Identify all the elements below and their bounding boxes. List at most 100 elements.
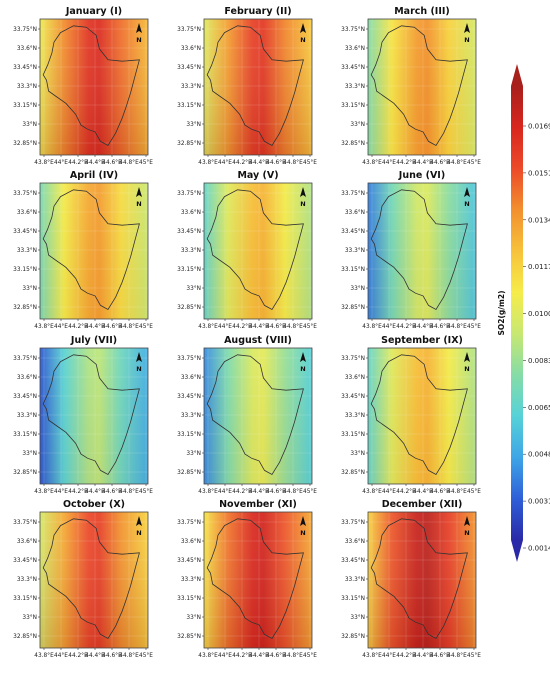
concentration-shading — [204, 348, 312, 484]
lat-tick-label: 33.15°N — [341, 432, 365, 438]
north-label: N — [136, 36, 141, 44]
lon-tick-label: 44.6°E — [430, 489, 450, 495]
map-panel: August (VIII) N 33.75°N 33.6°N 33.45°N 33.3°N… — [177, 335, 317, 495]
map-panel: July (VII) N 33.75°N 33.6°N 33.45°N 33.3°N 33.… — [13, 335, 153, 495]
lat-tick-label: 33.15°N — [177, 103, 201, 109]
concentration-shading — [40, 512, 148, 648]
colorbar-tick-label: 0.00142 — [528, 545, 550, 553]
lat-tick-label: 33.15°N — [13, 103, 37, 109]
colorbar-tick-label: 0.01518 — [528, 169, 550, 177]
lat-tick-label: 33.45°N — [177, 558, 201, 564]
lat-tick-label: 33°N — [350, 451, 365, 457]
lat-tick-label: 33°N — [186, 615, 201, 621]
lon-tick-label: 45°E — [467, 160, 481, 166]
lat-tick-label: 33.75°N — [13, 27, 37, 33]
lon-tick-label: 44.4°E — [413, 324, 433, 330]
panel-frame — [39, 182, 149, 320]
lat-tick-label: 33.3°N — [181, 248, 201, 254]
concentration-shading — [368, 512, 476, 648]
north-arrow-icon — [464, 516, 470, 526]
panel-frame — [367, 182, 477, 320]
panel-title: May (V) — [237, 170, 278, 181]
lon-tick-label: 44.4°E — [85, 653, 105, 659]
panel-title: February (II) — [224, 6, 291, 17]
lon-tick-label: 43.8°E — [198, 324, 218, 330]
lon-tick-label: 44.2°E — [232, 324, 252, 330]
lon-tick-label: 44.6°E — [266, 324, 286, 330]
lat-tick-label: 33.75°N — [177, 356, 201, 362]
panel-title: April (IV) — [70, 170, 118, 181]
concentration-shading — [368, 19, 476, 155]
lat-tick-label: 32.85°N — [177, 470, 201, 476]
north-arrow-icon — [464, 187, 470, 197]
concentration-shading — [368, 183, 476, 319]
north-arrow-icon — [136, 23, 142, 33]
lon-tick-label: 44.6°E — [430, 160, 450, 166]
lat-tick-label: 32.85°N — [13, 305, 37, 311]
lon-tick-label: 43.8°E — [34, 489, 54, 495]
lat-tick-label: 33.3°N — [17, 248, 37, 254]
concentration-shading — [204, 19, 312, 155]
lon-tick-label: 44.4°E — [413, 160, 433, 166]
lon-tick-label: 44.6°E — [266, 489, 286, 495]
lat-tick-label: 33.75°N — [341, 520, 365, 526]
north-arrow-icon — [136, 187, 142, 197]
lat-tick-label: 33.75°N — [341, 356, 365, 362]
lat-tick-label: 33.6°N — [345, 375, 365, 381]
lat-tick-label: 33°N — [22, 615, 37, 621]
lon-tick-label: 44.6°E — [102, 489, 122, 495]
panel-frame — [203, 18, 313, 156]
lat-tick-label: 33.15°N — [177, 432, 201, 438]
north-label: N — [464, 200, 469, 208]
lon-tick-label: 44°E — [54, 489, 68, 495]
city-boundary — [206, 518, 304, 640]
lon-tick-label: 44.2°E — [232, 653, 252, 659]
panel-frame — [39, 511, 149, 649]
north-label: N — [464, 529, 469, 537]
lon-tick-label: 44.6°E — [430, 324, 450, 330]
lon-tick-label: 44.4°E — [413, 489, 433, 495]
colorbar-extend-max — [511, 64, 523, 86]
north-arrow-icon — [300, 187, 306, 197]
lat-tick-label: 33°N — [350, 286, 365, 292]
north-label: N — [136, 365, 141, 373]
lon-tick-label: 45°E — [467, 653, 481, 659]
lat-tick-label: 33.15°N — [341, 267, 365, 273]
lat-tick-label: 33.75°N — [341, 191, 365, 197]
lat-tick-label: 33.15°N — [13, 432, 37, 438]
map-panel: February (II) N 33.75°N 33.6°N 33.45°N 33.3°N… — [177, 6, 317, 166]
lat-tick-label: 33.3°N — [345, 413, 365, 419]
lat-tick-label: 33.45°N — [177, 394, 201, 400]
concentration-shading — [40, 183, 148, 319]
lat-tick-label: 33.15°N — [341, 103, 365, 109]
lon-tick-label: 43.8°E — [362, 489, 382, 495]
lon-tick-label: 44.2°E — [68, 489, 88, 495]
lon-tick-label: 44.6°E — [266, 653, 286, 659]
north-arrow-icon — [464, 23, 470, 33]
lon-tick-label: 45°E — [467, 324, 481, 330]
colorbar-ramp — [511, 86, 523, 540]
lon-tick-label: 44.4°E — [249, 160, 269, 166]
lat-tick-label: 32.85°N — [13, 141, 37, 147]
map-panel: January (I) N 33.75°N 33.6°N 33.45°N 33.3°N 33… — [13, 6, 153, 166]
map-panel: September (IX) N 33.75°N 33.6°N 33.45°N 33.3°… — [341, 335, 481, 495]
lon-tick-label: 43.8°E — [362, 653, 382, 659]
lon-tick-label: 44.2°E — [396, 489, 416, 495]
colorbar-tick-label: 0.00658 — [528, 404, 550, 412]
colorbar-tick-label: 0.01690 — [528, 123, 550, 131]
lat-tick-label: 32.85°N — [341, 305, 365, 311]
lat-tick-label: 33.75°N — [13, 356, 37, 362]
lat-tick-label: 33°N — [186, 286, 201, 292]
lat-tick-label: 33.45°N — [341, 229, 365, 235]
lat-tick-label: 32.85°N — [13, 470, 37, 476]
panel-title: September (IX) — [381, 335, 463, 346]
map-panel: December (XII) N 33.75°N 33.6°N 33.45°N 33.3°… — [341, 499, 481, 659]
city-boundary — [206, 354, 304, 476]
lat-tick-label: 33.6°N — [17, 210, 37, 216]
panel-frame — [203, 347, 313, 485]
lon-tick-label: 43.8°E — [198, 653, 218, 659]
lat-tick-label: 33.45°N — [177, 65, 201, 71]
lon-tick-label: 44°E — [218, 489, 232, 495]
lon-tick-label: 43.8°E — [362, 160, 382, 166]
